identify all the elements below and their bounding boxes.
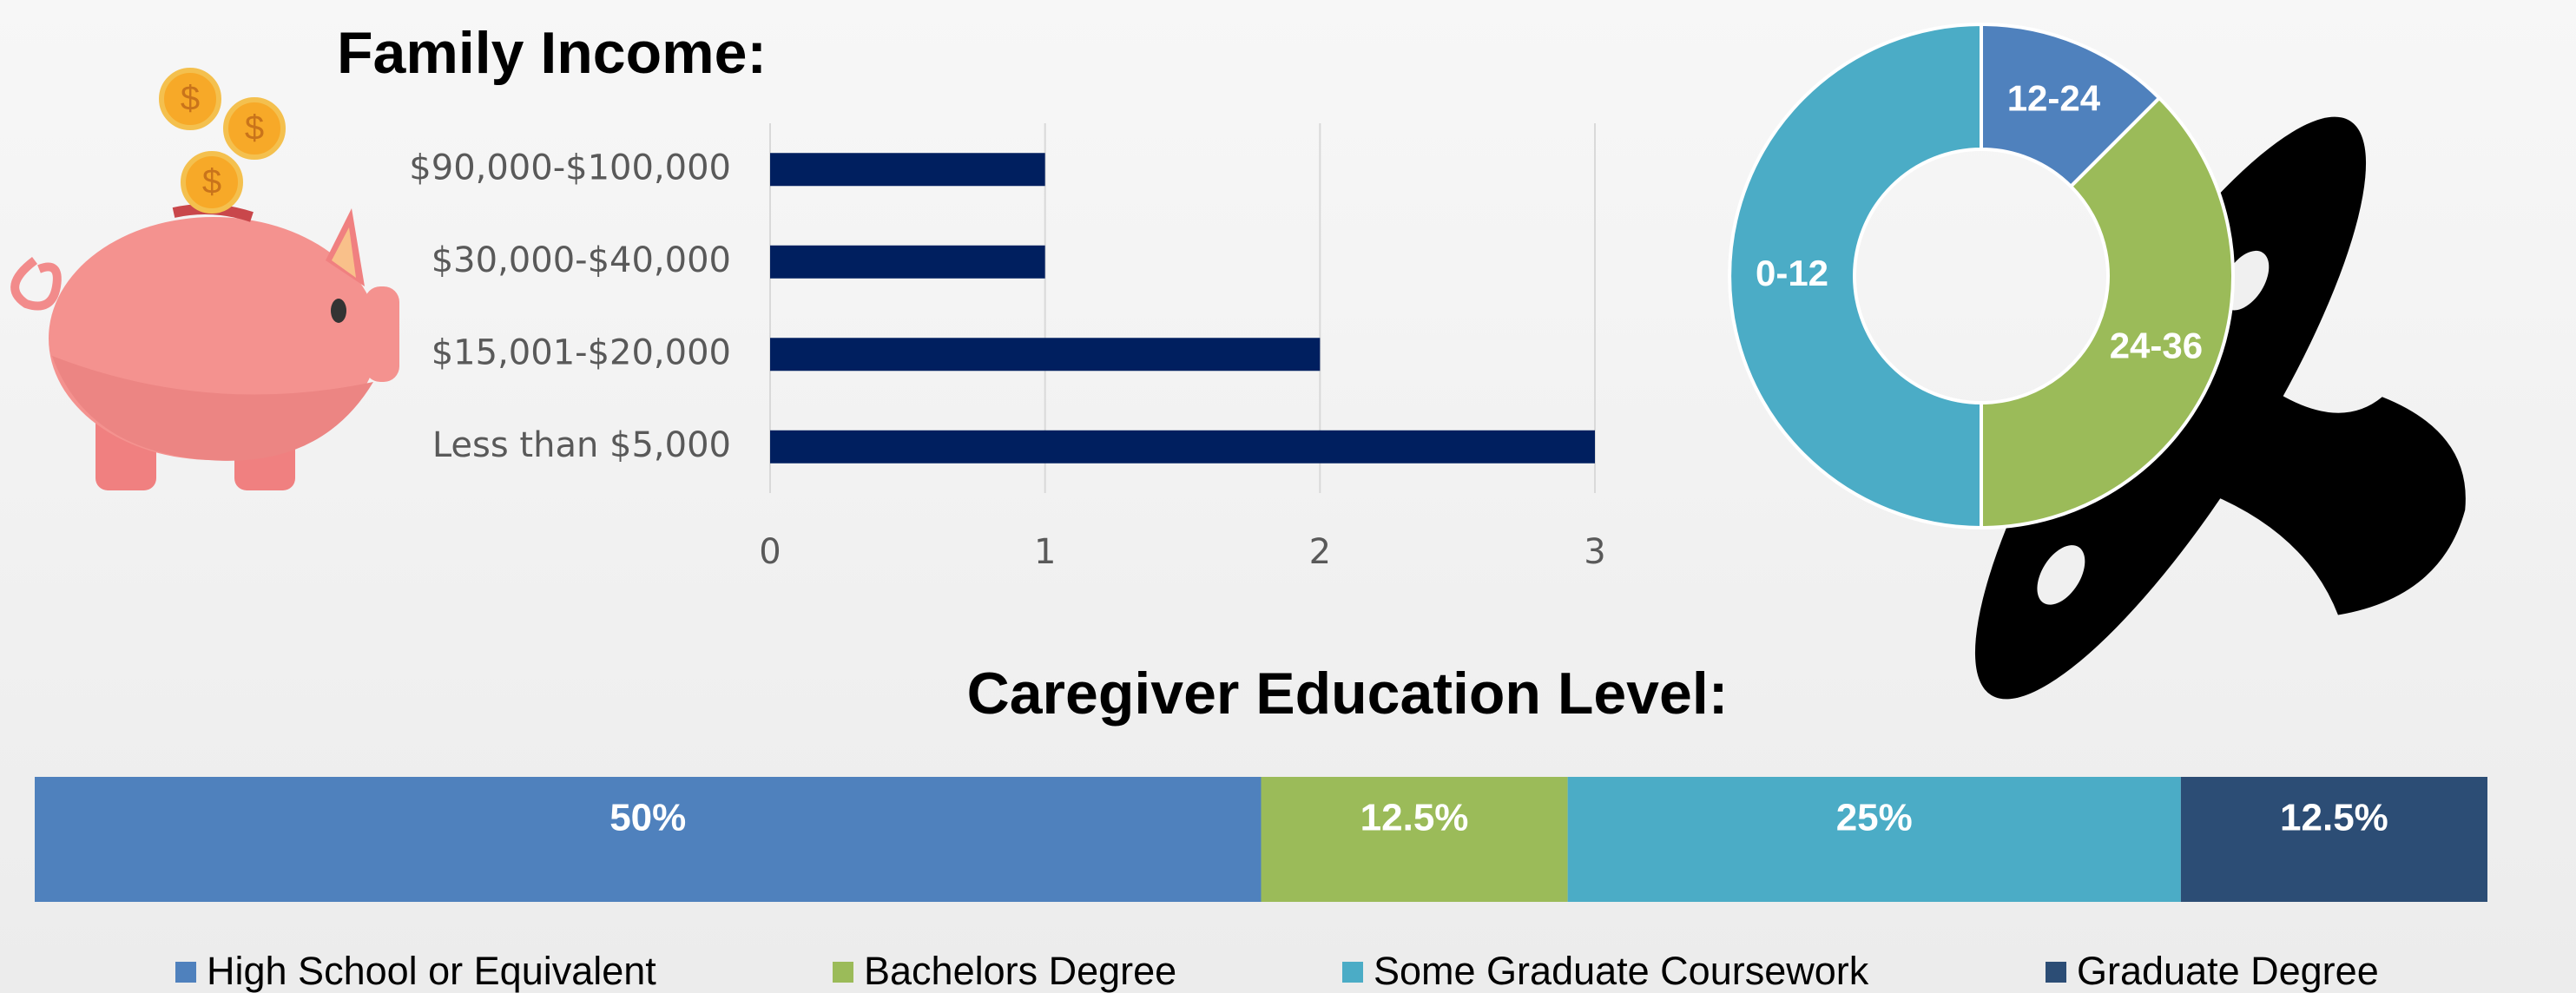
bar-segment (35, 777, 1262, 902)
y-tick-label: Less than $5,000 (432, 425, 731, 465)
data-label: 12.5% (2280, 797, 2388, 839)
legend-swatch (1342, 962, 1363, 983)
bar (770, 338, 1320, 371)
bar (770, 153, 1045, 186)
data-label: 12.5% (1360, 797, 1469, 839)
legend-label: High School or Equivalent (207, 949, 656, 993)
chart: $ $ $ Family Income: Caregiver Education… (0, 0, 2576, 993)
segment-label: 12-24 (2007, 78, 2101, 119)
bar (770, 246, 1045, 279)
legend-swatch (175, 962, 196, 983)
x-tick-label: 2 (1309, 532, 1331, 572)
legend-label: Some Graduate Coursework (1374, 949, 1869, 993)
data-label: 25% (1836, 797, 1913, 839)
x-tick-label: 1 (1034, 532, 1056, 572)
legend-swatch (833, 962, 853, 983)
chart-title: Family Income: (337, 20, 767, 86)
legend-label: Bachelors Degree (864, 949, 1176, 993)
bar-segment (2181, 777, 2487, 902)
svg-text:$: $ (181, 80, 200, 118)
bar-segment (1262, 777, 1568, 902)
legend-label: Graduate Degree (2077, 949, 2379, 993)
piggy-bank-icon: $ $ $ (15, 70, 399, 490)
bar (770, 431, 1595, 464)
legend-swatch (2046, 962, 2066, 983)
bar-segment (1568, 777, 2181, 902)
y-tick-label: $15,001-$20,000 (432, 332, 731, 372)
segment-label: 0-12 (1756, 253, 1828, 293)
page: $ $ $ Family Income: Caregiver Education… (0, 0, 2576, 993)
x-tick-label: 3 (1584, 532, 1605, 572)
segment-label: 24-36 (2110, 326, 2203, 366)
x-tick-label: 0 (759, 532, 781, 572)
y-tick-label: $90,000-$100,000 (409, 148, 731, 187)
data-label: 50% (609, 797, 686, 839)
chart-title: Caregiver Education Level: (967, 661, 1729, 727)
svg-text:$: $ (245, 109, 264, 148)
y-tick-label: $30,000-$40,000 (432, 240, 731, 280)
svg-text:$: $ (202, 163, 221, 201)
